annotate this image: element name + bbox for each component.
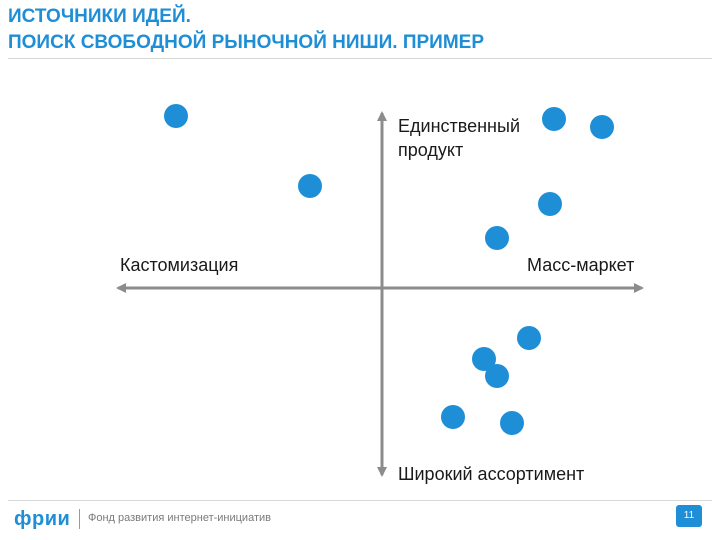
footer-divider xyxy=(8,500,712,501)
market-dot xyxy=(500,411,524,435)
market-dot xyxy=(164,104,188,128)
market-dot xyxy=(590,115,614,139)
brand-logo: фрии xyxy=(14,508,71,530)
market-dot xyxy=(472,347,496,371)
market-dot xyxy=(538,192,562,216)
organization-name: Фонд развития интернет-инициатив xyxy=(88,512,271,524)
slide-title: ИСТОЧНИКИ ИДЕЙ. ПОИСК СВОБОДНОЙ РЫНОЧНОЙ… xyxy=(8,4,708,56)
market-dot xyxy=(485,226,509,250)
axis-label-bottom: Широкий ассортимент xyxy=(398,464,585,484)
axis-label-top-line1: Единственный xyxy=(398,116,520,136)
title-line-2: ПОИСК СВОБОДНОЙ РЫНОЧНОЙ НИШИ. ПРИМЕР xyxy=(8,32,484,53)
axis-label-left: Кастомизация xyxy=(120,255,239,275)
axis-label-right: Масс-маркет xyxy=(527,255,635,275)
title-line-1: ИСТОЧНИКИ ИДЕЙ. xyxy=(8,6,191,27)
page-number-badge: 11 xyxy=(676,505,702,527)
market-dot xyxy=(441,405,465,429)
market-dot xyxy=(298,174,322,198)
axis-label-top: Единственный продукт xyxy=(398,114,520,162)
market-dot xyxy=(485,364,509,388)
axis-label-top-line2: продукт xyxy=(398,140,464,160)
title-divider xyxy=(8,58,712,59)
market-dot xyxy=(542,107,566,131)
footer-separator xyxy=(79,509,80,529)
market-dot xyxy=(517,326,541,350)
